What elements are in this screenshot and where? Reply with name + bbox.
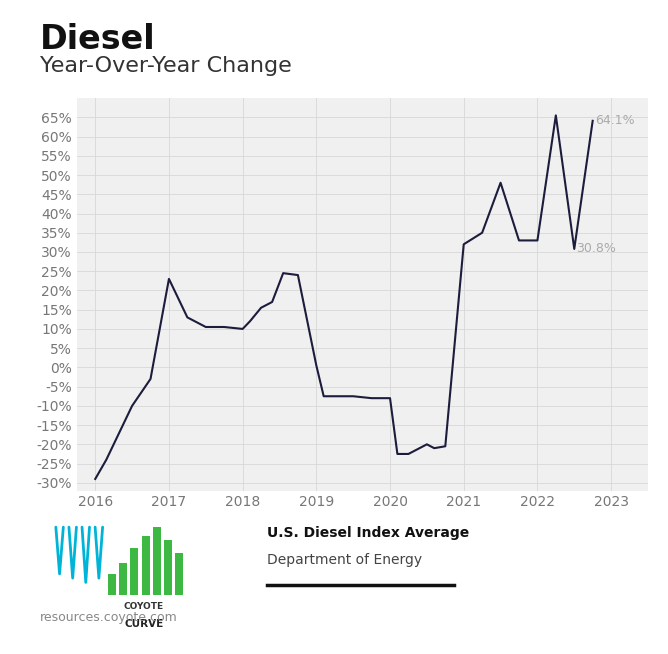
Text: Year-Over-Year Change: Year-Over-Year Change — [40, 56, 292, 76]
Bar — [176, 553, 183, 595]
Bar — [120, 563, 127, 595]
Bar — [108, 574, 116, 595]
Bar — [142, 536, 150, 595]
Bar — [130, 548, 138, 595]
Text: Department of Energy: Department of Energy — [267, 553, 422, 566]
Text: COYOTE: COYOTE — [124, 602, 164, 611]
Text: 64.1%: 64.1% — [595, 114, 635, 128]
Text: 30.8%: 30.8% — [576, 243, 616, 256]
Text: resources.coyote.com: resources.coyote.com — [40, 611, 178, 625]
Text: Diesel: Diesel — [40, 23, 156, 56]
Text: U.S. Diesel Index Average: U.S. Diesel Index Average — [267, 526, 470, 540]
Text: CURVE: CURVE — [124, 619, 164, 628]
Bar — [153, 527, 161, 595]
Bar — [164, 540, 172, 595]
